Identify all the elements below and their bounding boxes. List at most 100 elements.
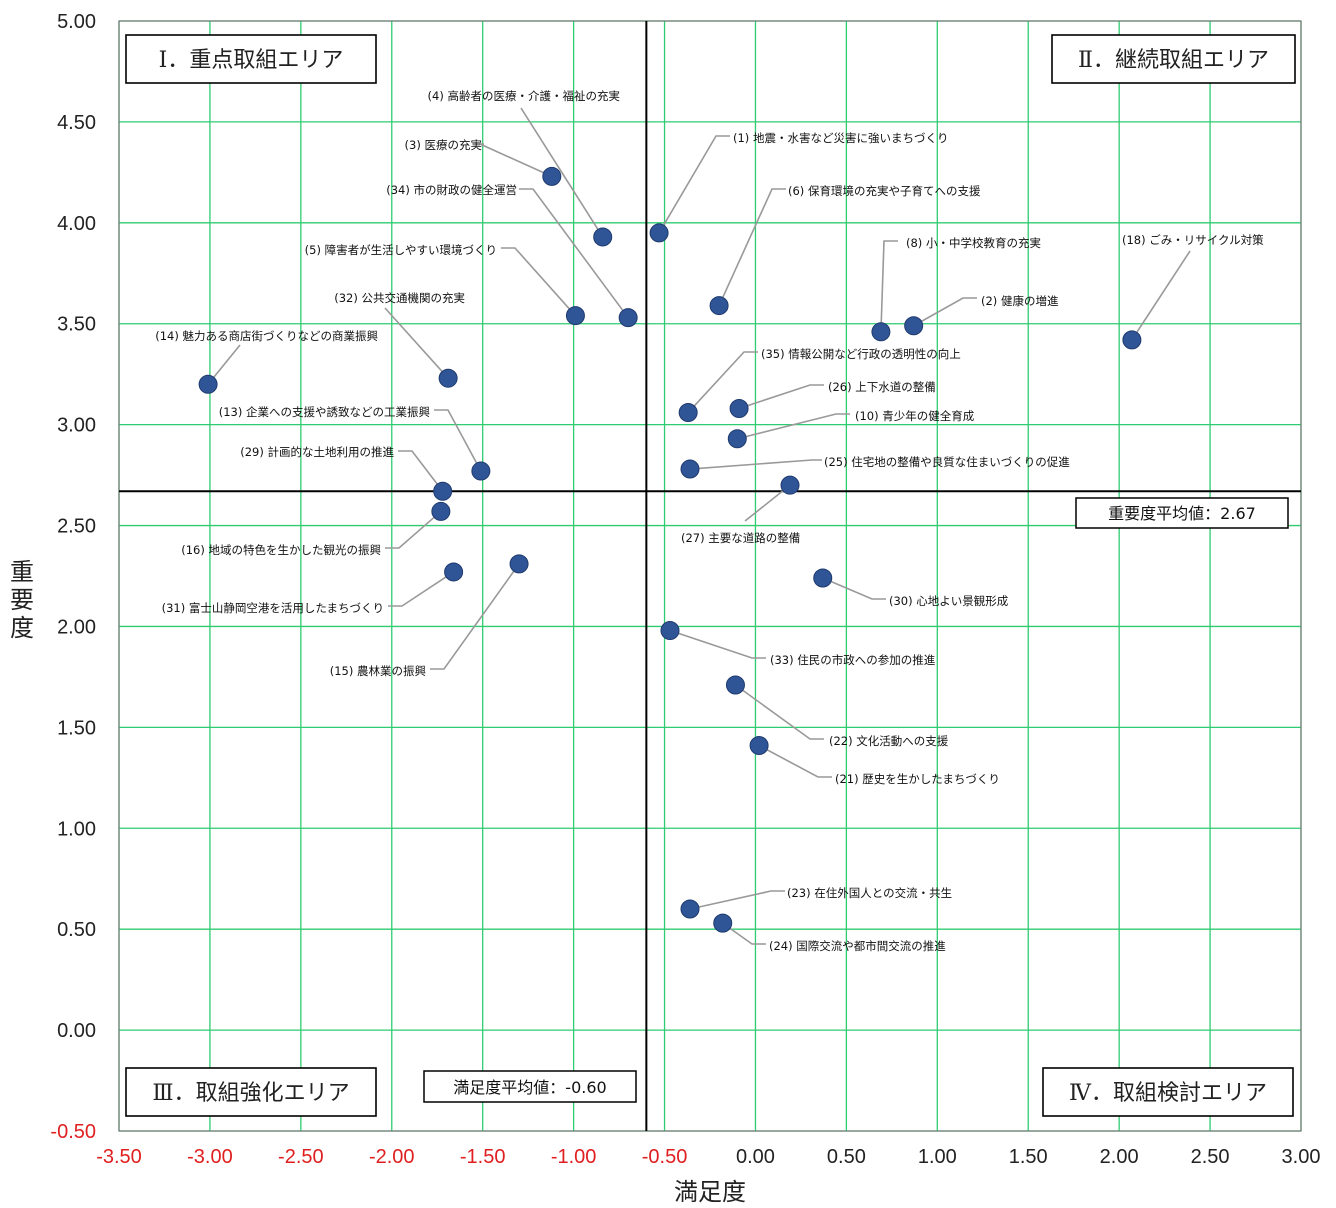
x-tick-label: 0.50 [827, 1146, 866, 1168]
data-point [680, 899, 700, 919]
data-point [729, 398, 749, 418]
leader-line [669, 629, 766, 659]
point-label: (16) 地域の特色を生かした観光の振興 [181, 543, 381, 557]
point-label: (14) 魅力ある商店街づくりなどの商業振興 [155, 329, 378, 343]
leader-line [434, 409, 482, 472]
leader-line [822, 577, 886, 600]
data-point [904, 316, 924, 336]
data-point [713, 913, 733, 933]
x-tick-label: -0.50 [642, 1146, 688, 1168]
data-point [680, 459, 700, 479]
data-point [618, 308, 638, 328]
annotation-boxes: Ⅰ．重点取組エリア Ⅱ．継続取組エリア Ⅲ．取組強化エリア Ⅳ．取組検討エリア 重要度平… [125, 34, 1296, 1117]
leader-line [479, 143, 553, 178]
point-label: (32) 公共交通機関の充実 [334, 291, 465, 305]
data-point [780, 475, 800, 495]
point-label: (1) 地震・水害など災害に強いまちづくり [733, 131, 948, 145]
data-point [871, 322, 891, 342]
point-label: (25) 住宅地の整備や良質な住まいづくりの促進 [824, 455, 1070, 469]
data-point [678, 403, 698, 423]
leader-line [744, 484, 791, 522]
leader-line [519, 188, 629, 319]
point-label: (30) 心地よい景観形成 [889, 594, 1009, 608]
data-point [198, 374, 218, 394]
leader-line [384, 307, 449, 379]
point-label: (21) 歴史を生かしたまちづくり [835, 772, 1000, 786]
x-tick-label: -2.50 [278, 1146, 324, 1168]
leader-line [689, 890, 785, 910]
point-label: (3) 医療の充実 [405, 138, 482, 152]
leader-line [501, 247, 577, 317]
leader-line [430, 563, 520, 670]
quadrant-label: Ⅲ．取組強化エリア [152, 1081, 349, 1106]
axis-ticks: -3.50 -3.00 -2.50 -2.00 -1.50 -1.00 -0.50 0.00 0… [50, 11, 1320, 1168]
data-point [444, 562, 464, 582]
point-label: (6) 保育環境の充実や子育てへの支援 [788, 184, 981, 198]
quadrant-label: Ⅱ．継続取組エリア [1078, 48, 1269, 73]
importance-mean-box [1075, 497, 1289, 529]
x-tick-label: 1.00 [918, 1146, 957, 1168]
x-tick-label: 2.00 [1100, 1146, 1139, 1168]
point-label: (10) 青少年の健全育成 [855, 409, 975, 423]
leader-line [687, 351, 758, 414]
label-leaders [207, 107, 1191, 945]
quadrant-box [1042, 1067, 1294, 1117]
satisfaction-mean-box [423, 1070, 637, 1103]
y-tick-label: 2.00 [57, 616, 96, 638]
y-tick-label: 1.50 [57, 717, 96, 739]
x-tick-label: -1.00 [551, 1146, 597, 1168]
data-point [438, 368, 458, 388]
point-label: (4) 高齢者の医療・介護・福祉の充実 [428, 89, 620, 103]
data-point [509, 554, 529, 574]
leader-line [738, 384, 824, 410]
y-tick-label: -0.50 [50, 1121, 96, 1143]
point-label: (34) 市の財政の健全運営 [386, 183, 517, 197]
x-tick-label: 1.50 [1009, 1146, 1048, 1168]
data-point [471, 461, 491, 481]
x-tick-label: -2.00 [369, 1146, 415, 1168]
leader-line [1131, 250, 1191, 341]
mean-reference-lines [119, 21, 1301, 1131]
point-label: (5) 障害者が生活しやすい環境づくり [305, 243, 497, 257]
data-point [431, 501, 451, 521]
y-tick-label: 0.00 [57, 1020, 96, 1042]
x-tick-label: 3.00 [1282, 1146, 1321, 1168]
point-label: (8) 小・中学校教育の充実 [906, 236, 1041, 250]
data-point [433, 481, 453, 501]
leader-line [398, 450, 444, 492]
data-point [727, 429, 747, 449]
importance-mean-label: 重要度平均値：2.67 [1108, 504, 1256, 523]
point-label: (27) 主要な道路の整備 [681, 531, 800, 545]
plot-frame [118, 20, 1302, 1132]
y-tick-label: 3.50 [57, 314, 96, 336]
x-tick-label: -1.50 [460, 1146, 506, 1168]
point-label: (2) 健康の増進 [981, 294, 1059, 308]
data-points [198, 166, 1142, 933]
x-tick-label: 2.50 [1191, 1146, 1230, 1168]
leader-line [388, 571, 455, 607]
point-label: (18) ごみ・リサイクル対策 [1122, 233, 1264, 247]
leader-line [385, 510, 442, 549]
satisfaction-mean-label: 満足度平均値：-0.60 [453, 1078, 606, 1097]
leader-line [722, 922, 766, 945]
point-labels: (1) 地震・水害など災害に強いまちづくり (2) 健康の増進 (3) 医療の充実 (… [155, 89, 1264, 953]
point-label: (13) 企業への支援や誘致などの工業振興 [219, 405, 430, 419]
leader-line [658, 135, 730, 234]
data-point [565, 306, 585, 326]
y-tick-label: 0.50 [57, 919, 96, 941]
point-label: (35) 情報公開など行政の透明性の向上 [761, 347, 961, 361]
data-point [709, 296, 729, 316]
data-point [660, 620, 680, 640]
leader-line [913, 297, 977, 327]
leader-line [520, 107, 604, 238]
data-point [749, 736, 769, 756]
leader-line [718, 188, 786, 306]
data-point [1122, 330, 1142, 350]
leader-line [734, 684, 824, 740]
quadrant-label: Ⅳ．取組検討エリア [1069, 1081, 1267, 1106]
quadrant-box [1051, 34, 1296, 84]
data-point [813, 568, 833, 588]
point-label: (33) 住民の市政への参加の推進 [770, 653, 936, 667]
y-tick-label: 4.00 [57, 213, 96, 235]
